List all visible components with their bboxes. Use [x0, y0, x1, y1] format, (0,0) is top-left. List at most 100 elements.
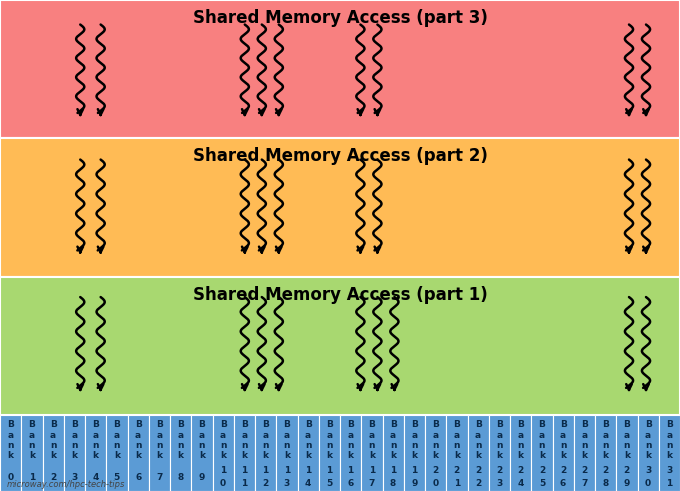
Text: a: a: [199, 431, 205, 440]
Text: k: k: [390, 451, 396, 460]
Text: 1: 1: [390, 466, 396, 475]
Text: 2: 2: [475, 479, 481, 488]
Text: a: a: [560, 431, 566, 440]
Text: a: a: [496, 431, 503, 440]
Text: k: k: [624, 451, 630, 460]
Text: 2: 2: [624, 466, 630, 475]
Text: n: n: [539, 441, 545, 450]
Text: 2: 2: [602, 466, 609, 475]
Text: n: n: [305, 441, 311, 450]
Text: k: k: [241, 451, 248, 460]
Text: B: B: [199, 420, 205, 429]
Bar: [638, 415, 659, 491]
Bar: [212, 415, 234, 491]
Text: 2: 2: [50, 473, 56, 482]
Text: B: B: [624, 420, 630, 429]
Text: 0: 0: [7, 473, 14, 482]
Text: 2: 2: [560, 466, 566, 475]
Text: n: n: [517, 441, 524, 450]
Text: 2: 2: [539, 466, 545, 475]
Text: 7: 7: [369, 479, 375, 488]
Bar: [128, 415, 149, 491]
Text: k: k: [177, 451, 184, 460]
Bar: [64, 415, 85, 491]
Text: k: k: [305, 451, 311, 460]
Text: k: k: [602, 451, 609, 460]
Text: 5: 5: [539, 479, 545, 488]
Text: 1: 1: [411, 466, 418, 475]
Text: microway.com/hpc-tech-tips: microway.com/hpc-tech-tips: [7, 480, 125, 489]
Bar: [489, 415, 510, 491]
Text: B: B: [390, 420, 396, 429]
Text: n: n: [347, 441, 354, 450]
Bar: [0, 277, 680, 415]
Text: k: k: [50, 451, 56, 460]
Bar: [106, 415, 128, 491]
Text: Shared Memory Access (part 2): Shared Memory Access (part 2): [192, 147, 488, 165]
Bar: [510, 415, 531, 491]
Text: n: n: [220, 441, 226, 450]
Text: 3: 3: [284, 479, 290, 488]
Text: a: a: [369, 431, 375, 440]
Text: B: B: [7, 420, 14, 429]
Text: k: k: [135, 451, 141, 460]
Text: B: B: [432, 420, 439, 429]
Text: 1: 1: [241, 466, 248, 475]
Text: a: a: [624, 431, 630, 440]
Text: B: B: [347, 420, 354, 429]
Text: n: n: [177, 441, 184, 450]
Text: k: k: [432, 451, 439, 460]
Text: 1: 1: [29, 473, 35, 482]
Bar: [552, 415, 574, 491]
Text: 1: 1: [262, 466, 269, 475]
Text: a: a: [92, 431, 99, 440]
Bar: [0, 0, 680, 138]
Bar: [255, 415, 276, 491]
Text: n: n: [241, 441, 248, 450]
Text: k: k: [581, 451, 588, 460]
Text: a: a: [177, 431, 184, 440]
Text: a: a: [602, 431, 609, 440]
Bar: [531, 415, 552, 491]
Text: a: a: [326, 431, 333, 440]
Text: Shared Memory Access (part 1): Shared Memory Access (part 1): [192, 286, 488, 304]
Text: B: B: [92, 420, 99, 429]
Bar: [149, 415, 170, 491]
Text: B: B: [581, 420, 588, 429]
Bar: [319, 415, 340, 491]
Text: B: B: [602, 420, 609, 429]
Text: 0: 0: [432, 479, 439, 488]
Bar: [42, 415, 64, 491]
Bar: [170, 415, 191, 491]
Bar: [340, 415, 361, 491]
Text: k: k: [369, 451, 375, 460]
Text: n: n: [114, 441, 120, 450]
Text: a: a: [135, 431, 141, 440]
Text: n: n: [92, 441, 99, 450]
Text: k: k: [199, 451, 205, 460]
Text: k: k: [454, 451, 460, 460]
Text: 1: 1: [454, 479, 460, 488]
Text: k: k: [326, 451, 333, 460]
Text: 9: 9: [624, 479, 630, 488]
Text: n: n: [432, 441, 439, 450]
Text: 1: 1: [284, 466, 290, 475]
Text: n: n: [369, 441, 375, 450]
Text: k: k: [114, 451, 120, 460]
Bar: [21, 415, 42, 491]
Text: a: a: [581, 431, 588, 440]
Text: B: B: [560, 420, 566, 429]
Text: 4: 4: [305, 479, 311, 488]
Text: 2: 2: [432, 466, 439, 475]
Text: 7: 7: [581, 479, 588, 488]
Bar: [595, 415, 616, 491]
Text: k: k: [539, 451, 545, 460]
Text: n: n: [411, 441, 418, 450]
Bar: [382, 415, 404, 491]
Text: k: k: [560, 451, 566, 460]
Text: B: B: [220, 420, 226, 429]
Bar: [191, 415, 212, 491]
Text: a: a: [539, 431, 545, 440]
Bar: [0, 138, 680, 277]
Text: k: k: [517, 451, 524, 460]
